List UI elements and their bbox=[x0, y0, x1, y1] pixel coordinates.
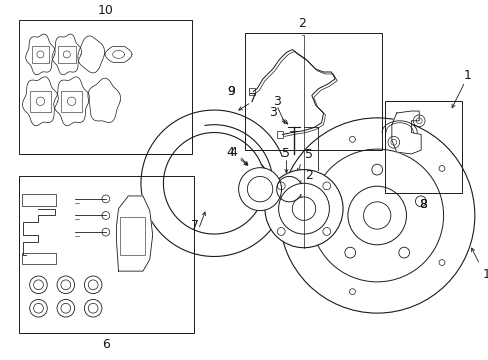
Polygon shape bbox=[22, 77, 58, 126]
Text: 8: 8 bbox=[419, 198, 427, 211]
Bar bbox=[30, 91, 51, 112]
Text: 1: 1 bbox=[463, 69, 471, 82]
Bar bbox=[19, 176, 193, 333]
Text: 9: 9 bbox=[226, 85, 234, 98]
Polygon shape bbox=[78, 36, 104, 73]
Circle shape bbox=[84, 300, 102, 317]
Text: 4: 4 bbox=[229, 145, 237, 158]
Text: 8: 8 bbox=[419, 198, 427, 211]
Bar bbox=[276, 131, 282, 138]
Polygon shape bbox=[116, 196, 152, 271]
Bar bbox=[249, 87, 255, 95]
Text: 10: 10 bbox=[97, 4, 113, 17]
Text: 3: 3 bbox=[272, 95, 280, 108]
Bar bbox=[61, 91, 82, 112]
Polygon shape bbox=[141, 110, 286, 256]
Bar bbox=[58, 46, 76, 63]
Text: 5: 5 bbox=[282, 148, 290, 161]
Polygon shape bbox=[88, 78, 120, 122]
Text: 2: 2 bbox=[305, 169, 312, 182]
Circle shape bbox=[30, 300, 47, 317]
Text: 6: 6 bbox=[102, 338, 110, 351]
Bar bbox=[19, 20, 191, 154]
Text: 7: 7 bbox=[249, 92, 257, 105]
Text: 7: 7 bbox=[190, 219, 198, 232]
Circle shape bbox=[84, 276, 102, 294]
Bar bbox=[32, 46, 49, 63]
Polygon shape bbox=[52, 34, 81, 75]
Circle shape bbox=[264, 170, 343, 248]
Bar bbox=[245, 33, 381, 150]
Polygon shape bbox=[54, 77, 89, 126]
Text: 1: 1 bbox=[482, 267, 488, 280]
Bar bbox=[22, 194, 56, 206]
Polygon shape bbox=[26, 34, 55, 75]
Circle shape bbox=[238, 168, 281, 211]
Text: 3: 3 bbox=[268, 107, 276, 120]
Bar bbox=[384, 101, 461, 193]
Circle shape bbox=[57, 276, 75, 294]
Bar bbox=[120, 217, 144, 255]
Bar bbox=[22, 253, 56, 264]
Polygon shape bbox=[391, 111, 420, 154]
Circle shape bbox=[57, 300, 75, 317]
Circle shape bbox=[30, 276, 47, 294]
Text: 4: 4 bbox=[226, 145, 234, 158]
Text: 9: 9 bbox=[226, 85, 234, 98]
Text: 5: 5 bbox=[304, 148, 312, 162]
Text: 2: 2 bbox=[298, 17, 305, 30]
